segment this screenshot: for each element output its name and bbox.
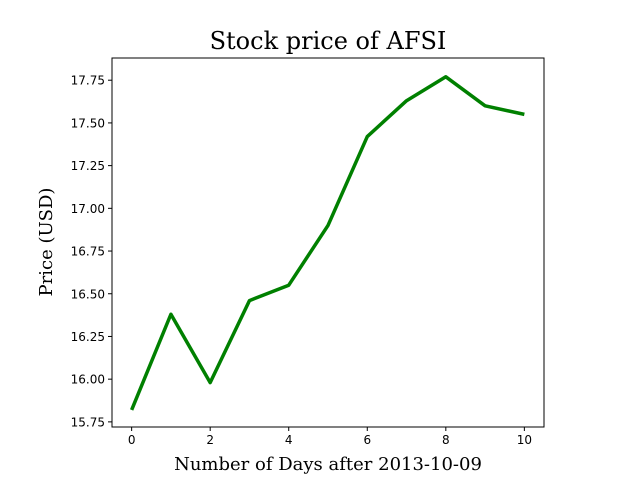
- y-axis-label: Price (USD): [36, 188, 57, 297]
- x-axis-label: Number of Days after 2013-10-09: [174, 454, 482, 475]
- x-tick-label: 10: [517, 433, 532, 447]
- y-tick-label: 17.75: [71, 74, 105, 88]
- chart-title: Stock price of AFSI: [210, 27, 447, 55]
- y-tick-label: 17.00: [71, 202, 105, 216]
- x-tick-label: 6: [363, 433, 371, 447]
- y-tick-label: 15.75: [71, 415, 105, 429]
- y-tick-label: 16.75: [71, 245, 105, 259]
- x-tick-label: 8: [442, 433, 450, 447]
- y-tick-label: 16.25: [71, 330, 105, 344]
- y-tick-label: 16.00: [71, 373, 105, 387]
- plot-area: 0 2 4 6 8 10 15.75 16.00 16.25 16.50 16.75 17.00 17.…: [71, 57, 545, 447]
- x-tick-label: 0: [128, 433, 136, 447]
- plot-frame: [111, 57, 545, 428]
- y-tick-label: 17.25: [71, 159, 105, 173]
- y-tick-label: 16.50: [71, 287, 105, 301]
- series-line-0: [130, 75, 525, 411]
- y-tick-label: 17.50: [71, 116, 105, 130]
- x-tick-label: 2: [206, 433, 214, 447]
- x-tick-label: 4: [285, 433, 293, 447]
